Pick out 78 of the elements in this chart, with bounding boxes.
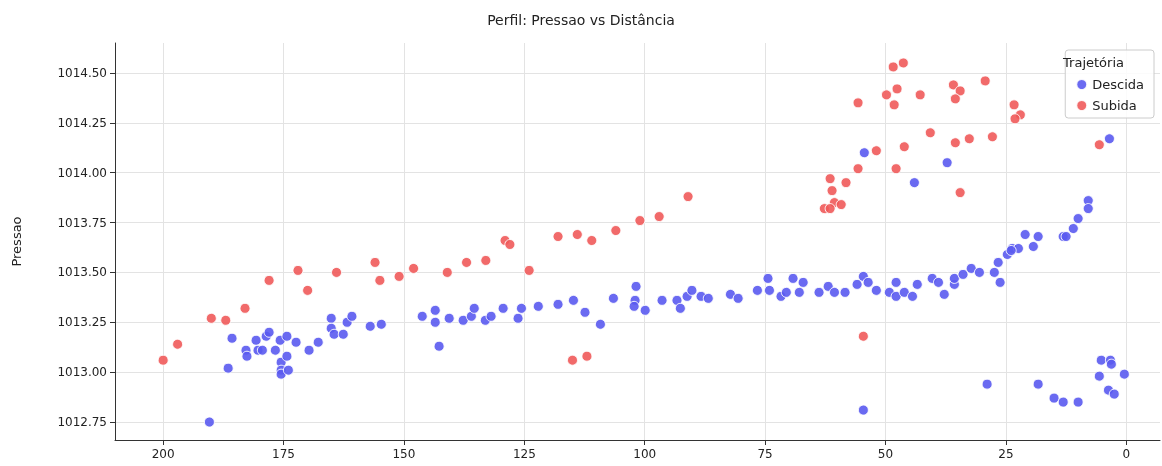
- point: [523, 264, 535, 276]
- point: [870, 145, 882, 157]
- point: [393, 270, 405, 282]
- point: [824, 203, 836, 215]
- point: [682, 191, 694, 203]
- y-tick-label: 1013.50: [57, 265, 107, 280]
- legend-label: Descida: [1092, 77, 1145, 92]
- y-tick-label: 1013.75: [57, 215, 107, 230]
- point: [263, 274, 275, 286]
- point: [947, 79, 959, 91]
- point: [1009, 113, 1021, 125]
- point: [852, 97, 864, 109]
- point: [835, 199, 847, 211]
- point: [408, 262, 420, 274]
- point: [890, 163, 902, 175]
- point: [552, 231, 564, 243]
- x-tick-label: 75: [757, 447, 773, 461]
- point: [157, 354, 169, 366]
- y-tick-label: 1014.25: [57, 115, 107, 130]
- point: [887, 61, 899, 73]
- point: [897, 57, 909, 69]
- point: [826, 185, 838, 197]
- point: [610, 225, 622, 237]
- point: [634, 215, 646, 227]
- x-tick-label: 0: [1122, 447, 1131, 461]
- point: [441, 266, 453, 278]
- point: [239, 302, 251, 314]
- point: [979, 75, 991, 87]
- point: [504, 238, 516, 250]
- point: [898, 141, 910, 153]
- y-tick-label: 1013.25: [57, 315, 107, 330]
- point: [653, 211, 665, 223]
- point: [840, 177, 852, 189]
- x-tick-label: 150: [392, 447, 416, 461]
- point: [480, 254, 492, 266]
- legend-label: Subida: [1092, 98, 1137, 113]
- point: [220, 314, 232, 326]
- x-tick-label: 125: [512, 447, 536, 461]
- x-tick-label: 100: [633, 447, 657, 461]
- y-axis-title: Pressao: [9, 216, 24, 267]
- point: [374, 274, 386, 286]
- y-tick-label: 1013.00: [57, 365, 107, 380]
- point: [292, 264, 304, 276]
- point: [1093, 139, 1105, 151]
- point: [571, 229, 583, 241]
- point: [880, 89, 892, 101]
- point: [581, 350, 593, 362]
- point: [888, 99, 900, 111]
- point: [331, 266, 343, 278]
- point: [369, 256, 381, 268]
- x-tick-label: 50: [877, 447, 894, 461]
- point: [172, 338, 184, 350]
- x-tick-label: 25: [998, 447, 1014, 461]
- point: [986, 131, 998, 143]
- point: [857, 330, 869, 342]
- point: [954, 85, 966, 97]
- point: [914, 89, 926, 101]
- point: [302, 284, 314, 296]
- x-tick-label: 175: [272, 447, 295, 461]
- point: [852, 163, 864, 175]
- point: [824, 173, 836, 185]
- chart-title: Perfil: Pressao vs Distância: [487, 12, 675, 28]
- point: [954, 187, 966, 199]
- y-tick-label: 1014.00: [57, 165, 107, 180]
- point: [963, 133, 975, 145]
- y-tick-label: 1012.75: [57, 415, 107, 430]
- y-tick-label: 1014.50: [57, 65, 107, 80]
- point: [567, 354, 578, 366]
- point: [1008, 99, 1020, 111]
- point: [891, 83, 903, 95]
- point: [205, 312, 217, 324]
- point: [586, 235, 598, 246]
- legend-title: Trajetória: [1062, 55, 1125, 70]
- point: [949, 93, 961, 105]
- point: [461, 256, 473, 268]
- point: [949, 137, 961, 149]
- point: [924, 127, 936, 139]
- x-tick-label: 200: [151, 447, 175, 461]
